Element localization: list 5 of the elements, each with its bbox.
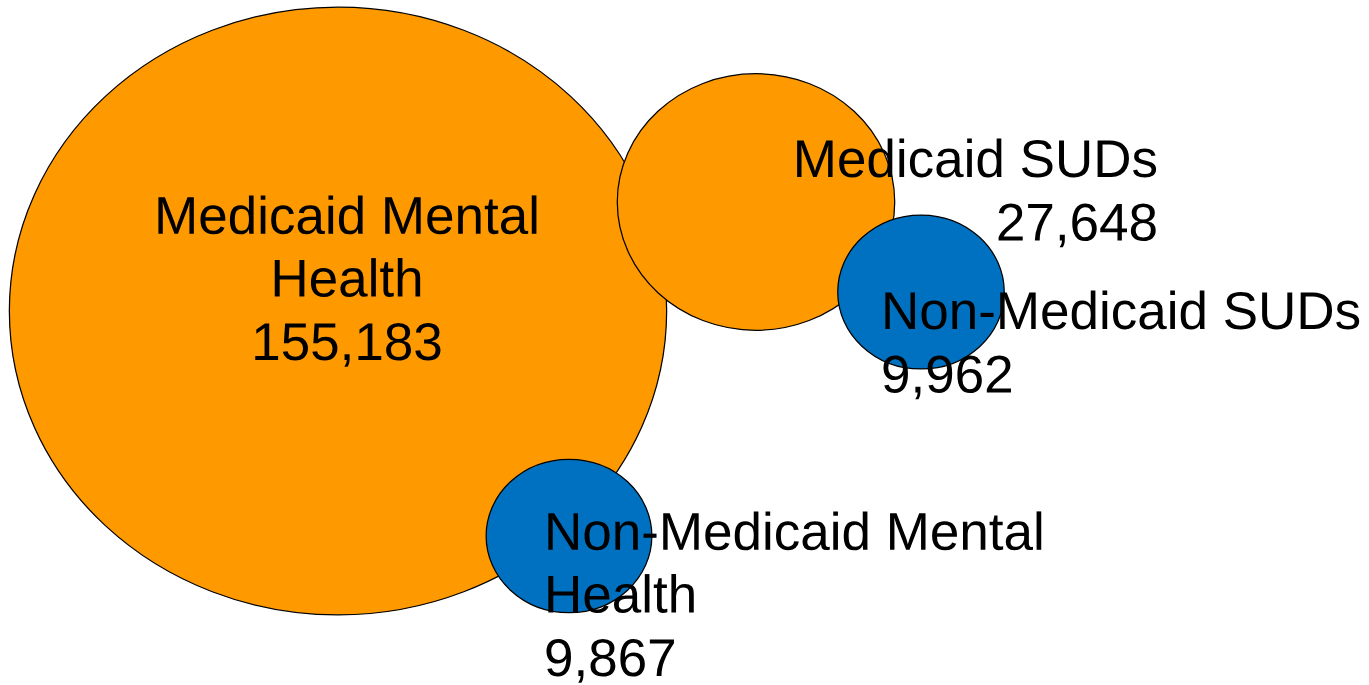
data-label: 155,183 xyxy=(255,322,441,367)
data-label: 27,648 xyxy=(998,203,1156,248)
data-label: 9,962 xyxy=(883,355,1011,400)
category-label: Medicaid Mental Health xyxy=(158,195,537,298)
data-label: 9,867 xyxy=(546,638,674,683)
